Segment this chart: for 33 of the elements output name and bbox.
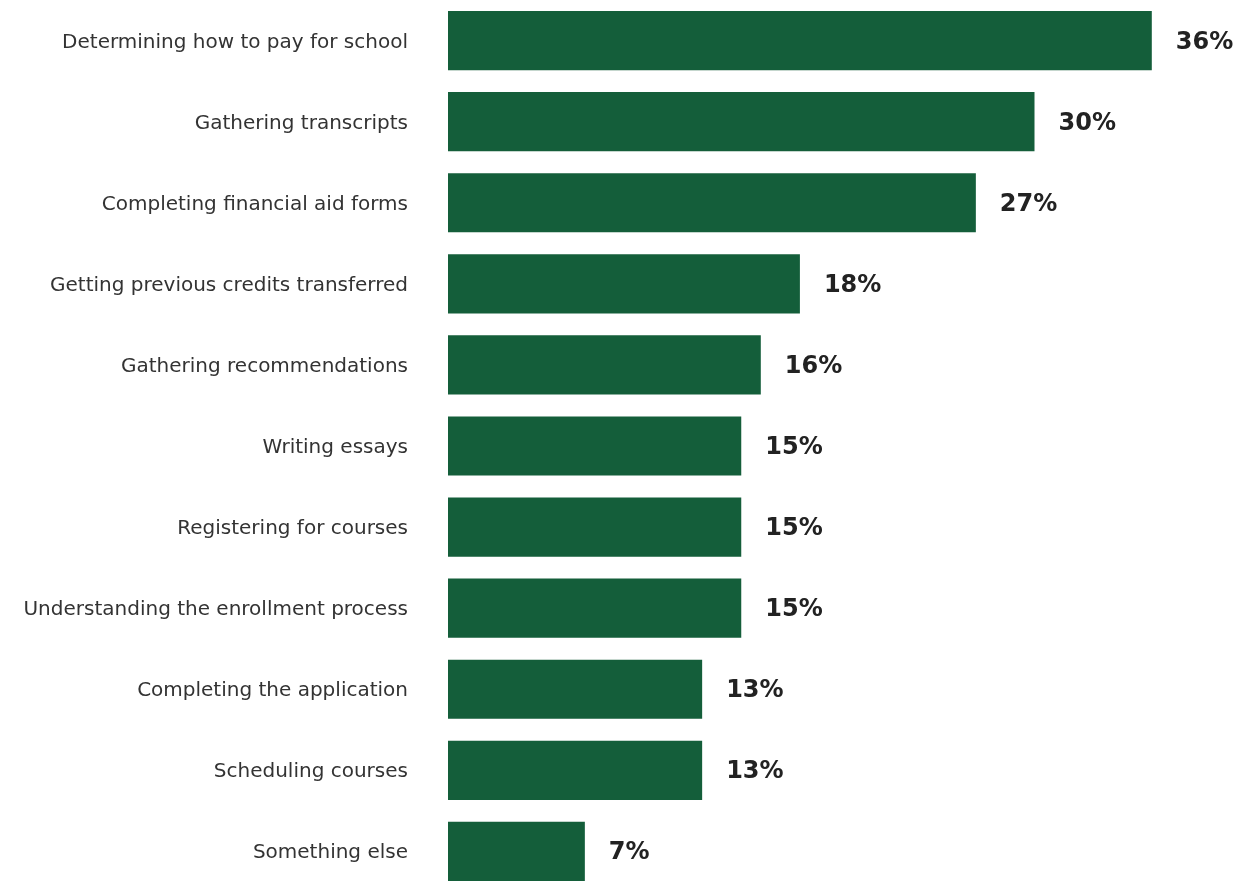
data-label: 27% (999, 188, 1058, 217)
y-tick-label: Registering for courses (177, 515, 408, 540)
bar (448, 740, 703, 800)
y-tick-label: Something else (252, 839, 408, 864)
data-label: 15% (765, 513, 823, 542)
data-label: 7% (608, 837, 650, 866)
data-label: 13% (726, 675, 784, 704)
bar (448, 416, 742, 476)
data-label: 15% (765, 432, 823, 460)
data-label: 13% (726, 756, 784, 785)
y-tick-label: Gathering transcripts (194, 109, 408, 134)
y-tick-label: Gathering recommendations (120, 352, 408, 377)
data-label: 16% (784, 350, 843, 379)
bar (448, 659, 703, 719)
bar (448, 173, 976, 233)
y-tick-label: Understanding the enrollment process (23, 596, 408, 621)
bar (448, 821, 585, 882)
y-tick-label: Writing essays (262, 434, 408, 458)
data-label: 15% (765, 594, 823, 623)
bar (448, 92, 1035, 152)
bar (448, 335, 761, 395)
y-tick-label: Completing the application (137, 677, 408, 702)
data-label: 18% (823, 269, 882, 298)
y-tick-label: Completing financial aid forms (101, 190, 408, 215)
y-tick-label: Determining how to pay for school (62, 28, 408, 53)
bar (448, 254, 800, 314)
bar (448, 10, 1152, 71)
bar (448, 578, 742, 638)
y-tick-label: Scheduling courses (213, 758, 408, 783)
data-label: 30% (1058, 107, 1116, 136)
data-label: 36% (1175, 26, 1234, 55)
y-tick-label: Getting previous credits transferred (49, 271, 408, 296)
bar (448, 497, 742, 557)
